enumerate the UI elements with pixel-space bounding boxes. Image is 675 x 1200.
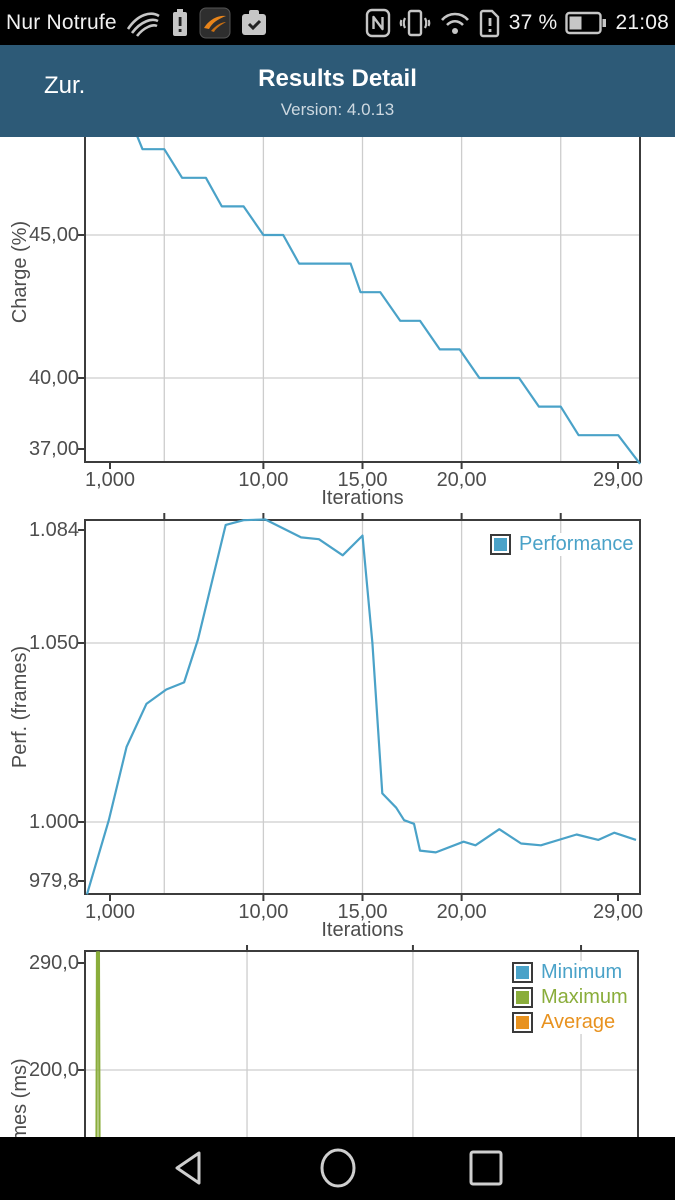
y-tick-label: 37,00 [28,438,79,460]
y-tick-label: 40,00 [28,367,79,389]
battery-icon [565,11,607,34]
legend-item-maximum: Maximum [512,987,628,1008]
chart-performance: 1.084 1.050 1.000 979,8 1,000 10,00 15,00 20,00… [0,505,675,940]
y-tick-label: 1.084 [28,519,79,541]
x-tick-label: 10,00 [238,469,289,491]
app-header: Zur. Results Detail Version: 4.0.13 [0,45,675,137]
x-tick-label: 29,00 [592,901,644,923]
performance-plot [78,513,641,901]
y-tick-label: 1.050 [28,632,79,654]
x-tick-label: 29,00 [592,469,644,491]
gfxbench-app-icon [199,7,231,38]
status-bar: Nur Notrufe [0,0,675,45]
legend-swatch [514,989,531,1006]
sim-alert-icon [479,9,499,37]
nav-home-button[interactable] [318,1147,358,1189]
x-tick-label: 1,000 [84,901,136,923]
chart-battery-charge: 45,00 40,00 37,00 1,000 10,00 15,00 20,00 29,00… [0,137,675,509]
y-axis-label: Charge (%) [9,220,31,324]
legend-item-average: Average [512,1012,628,1033]
nfc-icon [365,8,390,37]
y-axis-label: Perf. (frames) [9,645,31,769]
y-tick-label: 45,00 [28,224,79,246]
y-tick-label: 1.000 [28,811,79,833]
back-triangle-icon [175,1151,201,1185]
series-line-charge [136,137,641,465]
clock-text: 21:08 [615,10,669,34]
chart-legend: Minimum Maximum Average [510,961,630,1034]
battery-percent-text: 37 % [508,10,558,34]
x-tick-label: 10,00 [238,901,289,923]
legend-item-performance: Performance [490,534,634,555]
legend-swatch [492,536,509,553]
legend-item-minimum: Minimum [512,962,628,983]
legend-label: Maximum [541,986,628,1008]
y-tick-label: 200,0 [28,1059,79,1081]
recents-square-icon [469,1150,503,1186]
legend-swatch [514,964,531,981]
home-circle-icon [320,1148,356,1188]
battery-alert-icon [172,8,187,36]
legend-label: Average [541,1011,616,1033]
status-bar-right: 37 % 21:08 [365,8,669,38]
swiftkey-swoosh-icon [126,12,160,37]
series-line-maximum [95,951,101,1137]
page-subtitle: Version: 4.0.13 [280,100,395,119]
x-axis-label: Iterations [321,487,404,509]
y-tick-label: 979,8 [28,870,79,892]
status-bar-left: Nur Notrufe [6,7,269,39]
y-tick-label: 290,0 [28,951,79,974]
legend-label: Minimum [541,961,623,983]
x-tick-label: 15,00 [337,469,388,491]
page-title: Results Detail [258,65,417,92]
back-button[interactable]: Zur. [44,72,86,99]
chart-legend: Performance [488,533,636,556]
nav-back-button[interactable] [168,1147,208,1189]
nav-recents-button[interactable] [466,1147,506,1189]
legend-label: Performance [519,533,634,555]
series-line-performance [85,518,637,895]
clipboard-check-icon [241,9,266,35]
x-axis-label: Iterations [321,919,404,941]
frametimes-plot [78,945,639,1137]
carrier-text: Nur Notrufe [6,10,117,34]
chart-frametimes: 290,0 200,0 mes (ms) Minimum Maximum Average [0,945,675,1142]
vibrate-icon [399,9,431,36]
wifi-icon [440,12,469,34]
legend-swatch [514,1014,531,1031]
x-tick-label: 20,00 [436,901,487,923]
x-tick-label: 15,00 [337,901,388,923]
navigation-bar [0,1137,675,1200]
x-tick-label: 1,000 [84,469,136,491]
charge-plot [78,137,641,469]
x-tick-label: 20,00 [436,469,487,491]
